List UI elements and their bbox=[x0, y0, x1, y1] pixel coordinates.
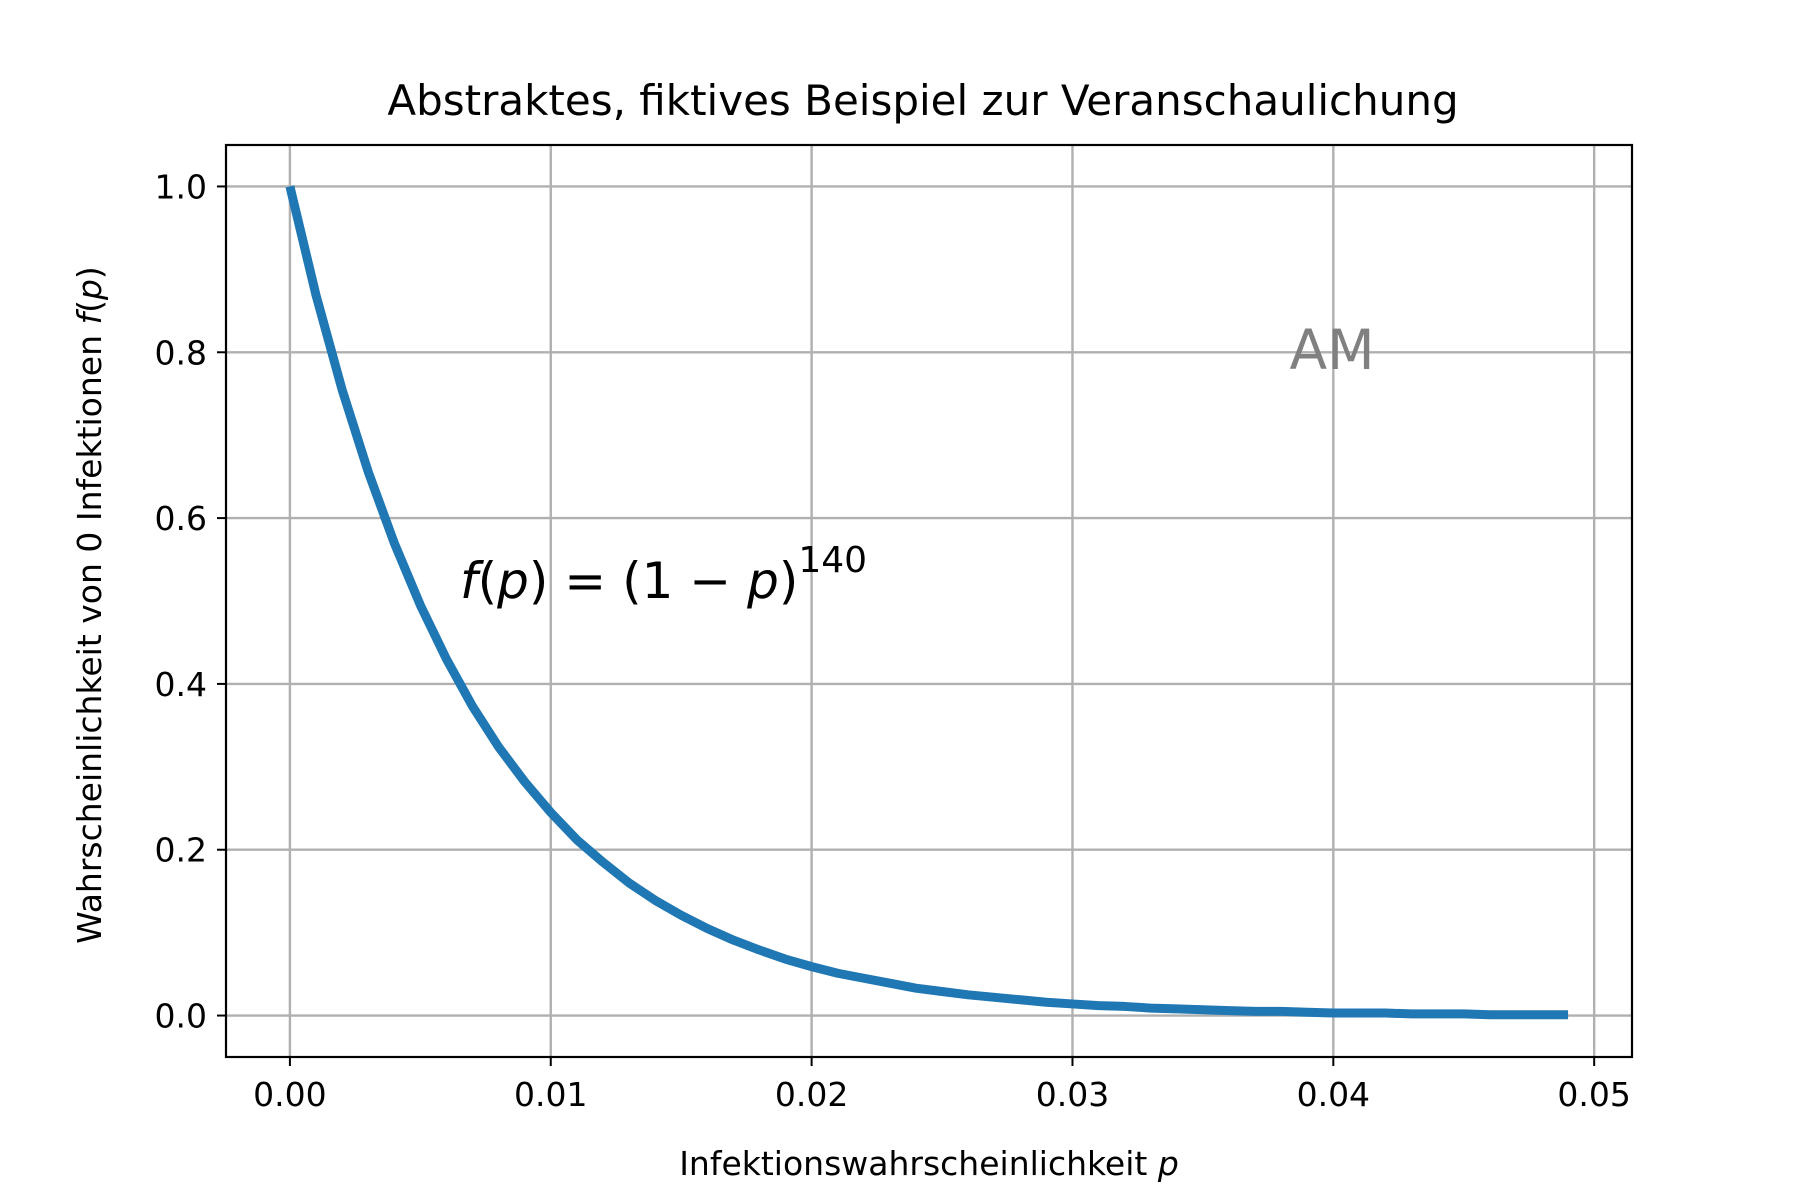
y-axis-label-text: Wahrscheinlichkeit von 0 Infektionen bbox=[70, 325, 109, 944]
formula-close: ) bbox=[779, 552, 799, 610]
chart-title: Abstraktes, fiktives Beispiel zur Verans… bbox=[387, 76, 1458, 125]
grid bbox=[226, 145, 1632, 1057]
series-line bbox=[285, 185, 1569, 1020]
x-axis-ticks: 0.00 0.01 0.02 0.03 0.04 0.05 bbox=[253, 1057, 1631, 1114]
plot-frame bbox=[224, 143, 1634, 1059]
x-tick-label: 0.05 bbox=[1557, 1075, 1630, 1114]
x-tick-label: 0.03 bbox=[1036, 1075, 1109, 1114]
y-axis-label: Wahrscheinlichkeit von 0 Infektionen f(p… bbox=[70, 266, 109, 944]
x-tick-label: 0.04 bbox=[1297, 1075, 1370, 1114]
x-axis-label: Infektionswahrscheinlichkeit p bbox=[679, 1144, 1179, 1183]
watermark-text: AM bbox=[1289, 318, 1374, 382]
x-tick-label: 0.00 bbox=[253, 1075, 326, 1114]
x-tick-label: 0.02 bbox=[775, 1075, 848, 1114]
formula-annotation: f(p) = (1 − p)140 bbox=[460, 540, 867, 610]
formula-mid: ) = (1 − bbox=[529, 552, 747, 610]
formula-var2: p bbox=[746, 552, 779, 610]
y-tick-label: 0.4 bbox=[155, 665, 207, 704]
y-axis-label-var: p bbox=[70, 279, 109, 301]
formula-var: p bbox=[496, 552, 529, 610]
x-tick-label: 0.01 bbox=[514, 1075, 587, 1114]
x-axis-label-text: Infektionswahrscheinlichkeit bbox=[679, 1144, 1158, 1183]
formula-open: ( bbox=[478, 552, 498, 610]
y-tick-label: 0.2 bbox=[155, 831, 207, 870]
y-tick-label: 0.6 bbox=[155, 499, 207, 538]
formula-exponent: 140 bbox=[798, 540, 867, 581]
y-axis-label-close: ) bbox=[70, 266, 109, 279]
y-tick-label: 0.8 bbox=[155, 333, 207, 372]
x-axis-label-var: p bbox=[1157, 1144, 1179, 1183]
y-tick-label: 1.0 bbox=[155, 167, 207, 206]
y-tick-label: 0.0 bbox=[155, 997, 207, 1036]
y-axis-label-open: ( bbox=[70, 300, 109, 313]
y-axis-ticks: 0.0 0.2 0.4 0.6 0.8 1.0 bbox=[155, 167, 226, 1036]
